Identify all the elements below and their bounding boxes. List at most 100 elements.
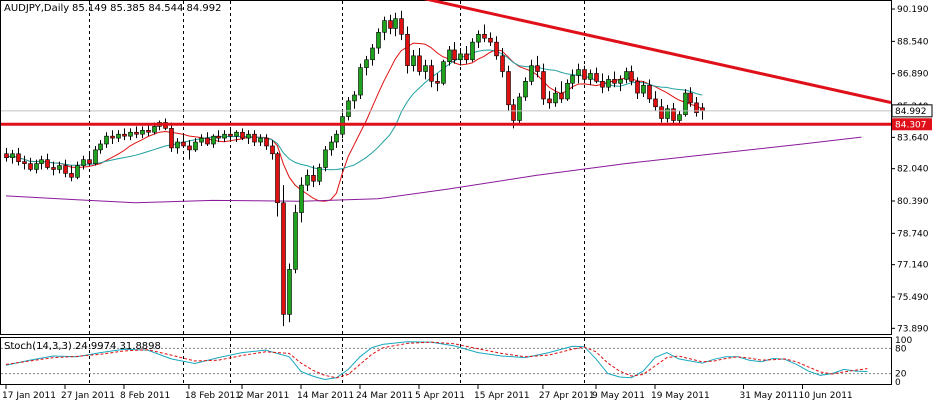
- y-tick-label: 83.640: [897, 133, 929, 143]
- candle: [240, 128, 245, 141]
- candle: [93, 145, 98, 166]
- candle: [612, 71, 617, 88]
- candle: [588, 69, 593, 86]
- candle-body-bear: [535, 65, 540, 72]
- candle-body-bull: [93, 149, 98, 164]
- candle: [63, 159, 68, 178]
- candle-body-bull: [287, 269, 292, 315]
- candle-body-bull: [334, 133, 339, 143]
- candle-body-bull: [411, 55, 416, 66]
- candle: [234, 130, 239, 143]
- candle: [116, 130, 121, 143]
- candle: [423, 59, 428, 80]
- candle: [252, 130, 257, 146]
- candle-body-bull: [358, 67, 363, 96]
- candle: [388, 14, 393, 35]
- candle-body-bull: [364, 59, 369, 68]
- candle: [346, 96, 351, 121]
- candle: [317, 163, 322, 186]
- candle-body-bear: [405, 33, 410, 66]
- candle: [222, 130, 227, 143]
- candle: [683, 89, 688, 117]
- candle-body-bull: [258, 137, 263, 143]
- candle-body-bull: [81, 159, 86, 166]
- candle: [34, 159, 39, 174]
- candle: [275, 151, 280, 217]
- candle: [411, 49, 416, 72]
- candle-body-bull: [34, 163, 39, 170]
- candle-body-bear: [270, 145, 275, 155]
- stochastic-lines: [1, 341, 891, 381]
- candle: [441, 59, 446, 86]
- candlesticks: [4, 10, 705, 327]
- candle: [134, 126, 139, 139]
- candle-body-bear: [659, 106, 664, 119]
- candle-body-bull: [98, 143, 103, 151]
- candle: [399, 10, 404, 41]
- candle-body-bull: [382, 20, 387, 33]
- candle-body-bear: [511, 104, 516, 121]
- candle-body-bear: [169, 128, 174, 149]
- last-price-tag: [891, 104, 933, 118]
- candle: [618, 75, 623, 92]
- level-price-tag: [892, 118, 932, 131]
- candle-body-bull: [458, 53, 463, 61]
- candle: [452, 42, 457, 64]
- candle-body-bear: [134, 131, 139, 135]
- candle: [458, 48, 463, 66]
- candle: [39, 155, 44, 170]
- candle: [624, 67, 629, 84]
- candle-body-bull: [323, 149, 328, 168]
- candle-body-bull: [624, 71, 629, 80]
- candle: [75, 161, 80, 180]
- candle-body-bear: [311, 175, 316, 182]
- candle-body-bear: [541, 71, 546, 100]
- candle: [694, 96, 699, 117]
- candle: [600, 73, 605, 94]
- candle-body-bear: [506, 71, 511, 106]
- stoch-level-label: 80: [895, 344, 907, 354]
- candle-body-bear: [146, 129, 151, 133]
- candle: [228, 128, 233, 141]
- candle-body-bear: [547, 98, 552, 104]
- candle: [382, 16, 387, 41]
- candle: [287, 263, 292, 323]
- candle: [671, 102, 676, 125]
- x-tick-label: 27 Jan 2011: [61, 391, 115, 401]
- candle-body-bear: [252, 133, 257, 143]
- y-tick-label: 75.490: [897, 293, 929, 303]
- candle: [45, 153, 50, 170]
- candle-body-bull: [317, 167, 322, 182]
- candle-body-bear: [399, 18, 404, 35]
- x-tick-label: 10 Jun 2011: [799, 391, 853, 401]
- candle: [205, 132, 210, 146]
- candle-body-bear: [464, 53, 469, 61]
- candle: [582, 65, 587, 84]
- candle: [647, 79, 652, 103]
- candle: [653, 91, 658, 111]
- candle: [523, 77, 528, 101]
- resistance-trendline: [423, 0, 892, 105]
- candle: [541, 63, 546, 105]
- candle-body-bear: [181, 141, 186, 147]
- candle: [169, 122, 174, 152]
- y-tick-label: 77.140: [897, 261, 929, 271]
- candle-body-bear: [187, 145, 192, 151]
- candle-body-bull: [199, 137, 204, 143]
- candle-body-bull: [553, 92, 558, 104]
- candle: [476, 30, 481, 49]
- candle: [535, 55, 540, 78]
- candle-body-bull: [683, 92, 688, 115]
- candle: [606, 75, 611, 92]
- candle: [429, 59, 434, 88]
- candle: [122, 128, 127, 141]
- candle-body-bull: [677, 114, 682, 121]
- candle-body-bear: [647, 84, 652, 100]
- candle-body-bear: [240, 131, 245, 139]
- candle: [376, 28, 381, 54]
- candle-body-bull: [423, 65, 428, 72]
- candle: [110, 130, 115, 144]
- candle-body-bear: [500, 55, 505, 72]
